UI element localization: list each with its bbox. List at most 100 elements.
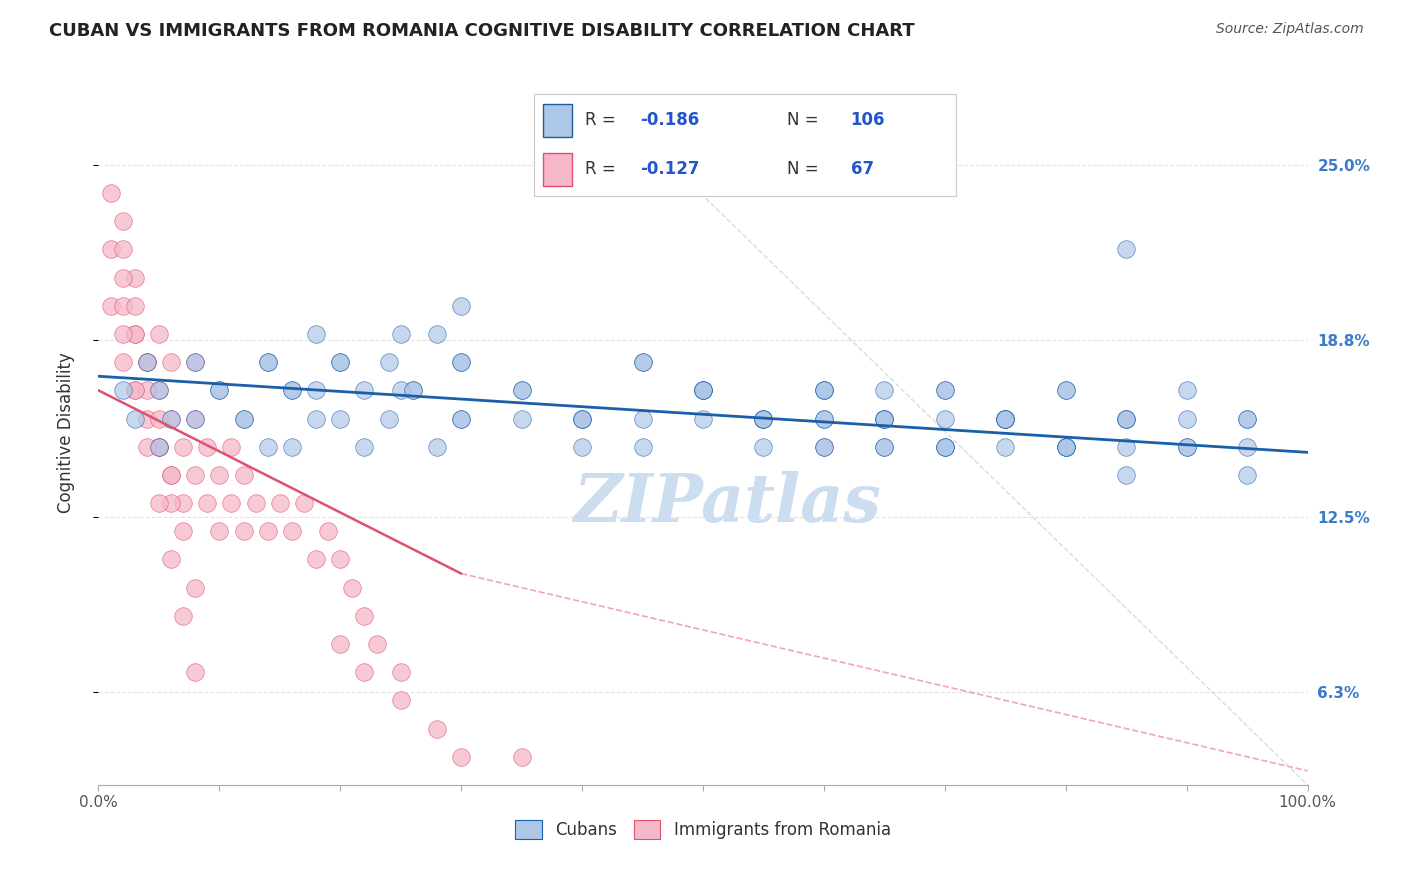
Point: [450, 411, 472, 425]
Point: [426, 722, 449, 736]
Point: [172, 496, 194, 510]
Point: [813, 440, 835, 454]
Point: [813, 384, 835, 398]
Point: [510, 384, 533, 398]
Point: [873, 411, 896, 425]
Point: [256, 524, 278, 539]
Point: [450, 355, 472, 369]
Point: [184, 355, 207, 369]
Point: [208, 524, 231, 539]
Point: [124, 384, 146, 398]
Point: [111, 299, 134, 313]
Point: [353, 440, 375, 454]
Point: [256, 355, 278, 369]
Point: [389, 326, 412, 341]
Point: [813, 440, 835, 454]
Point: [100, 243, 122, 257]
Point: [124, 326, 146, 341]
Text: 67: 67: [851, 160, 873, 178]
Point: [389, 693, 412, 707]
Point: [135, 355, 157, 369]
Point: [111, 326, 134, 341]
Point: [873, 440, 896, 454]
Point: [1175, 411, 1198, 425]
Point: [873, 440, 896, 454]
Point: [1115, 411, 1137, 425]
Point: [329, 355, 352, 369]
Point: [692, 384, 714, 398]
Point: [160, 355, 183, 369]
Point: [172, 440, 194, 454]
Point: [934, 440, 956, 454]
Point: [135, 384, 157, 398]
Point: [994, 440, 1017, 454]
Point: [752, 411, 775, 425]
Point: [389, 384, 412, 398]
Point: [571, 440, 593, 454]
Point: [329, 411, 352, 425]
Point: [329, 355, 352, 369]
Point: [172, 608, 194, 623]
Point: [510, 411, 533, 425]
Point: [510, 749, 533, 764]
Point: [208, 384, 231, 398]
Point: [1236, 467, 1258, 482]
Point: [934, 440, 956, 454]
Point: [426, 326, 449, 341]
Point: [692, 384, 714, 398]
Point: [994, 411, 1017, 425]
Point: [184, 355, 207, 369]
Point: [571, 411, 593, 425]
Point: [148, 384, 170, 398]
Point: [752, 411, 775, 425]
Point: [571, 411, 593, 425]
Point: [148, 440, 170, 454]
Point: [873, 411, 896, 425]
Point: [135, 355, 157, 369]
Point: [934, 384, 956, 398]
Point: [111, 243, 134, 257]
Point: [184, 665, 207, 680]
Point: [692, 411, 714, 425]
Point: [402, 384, 425, 398]
Point: [813, 384, 835, 398]
Text: Source: ZipAtlas.com: Source: ZipAtlas.com: [1216, 22, 1364, 37]
Y-axis label: Cognitive Disability: Cognitive Disability: [56, 352, 75, 513]
Point: [1115, 411, 1137, 425]
Point: [752, 411, 775, 425]
Point: [208, 467, 231, 482]
Point: [631, 355, 654, 369]
Point: [111, 270, 134, 285]
Point: [195, 496, 218, 510]
Point: [1115, 467, 1137, 482]
Point: [1054, 384, 1077, 398]
Point: [752, 440, 775, 454]
Point: [172, 524, 194, 539]
Point: [450, 749, 472, 764]
Point: [135, 440, 157, 454]
Point: [934, 384, 956, 398]
Point: [281, 440, 304, 454]
Point: [195, 440, 218, 454]
Point: [245, 496, 267, 510]
Point: [1236, 411, 1258, 425]
Point: [281, 384, 304, 398]
Point: [342, 581, 364, 595]
Legend: Cubans, Immigrants from Romania: Cubans, Immigrants from Romania: [506, 811, 900, 847]
Point: [148, 411, 170, 425]
FancyBboxPatch shape: [543, 153, 572, 186]
Point: [631, 355, 654, 369]
Point: [305, 326, 328, 341]
Point: [934, 411, 956, 425]
Point: [305, 384, 328, 398]
Point: [111, 384, 134, 398]
Point: [752, 411, 775, 425]
Text: 106: 106: [851, 112, 886, 129]
Point: [1054, 384, 1077, 398]
Point: [1115, 243, 1137, 257]
Point: [221, 440, 243, 454]
Point: [994, 411, 1017, 425]
Point: [1115, 411, 1137, 425]
Point: [450, 411, 472, 425]
Point: [631, 440, 654, 454]
